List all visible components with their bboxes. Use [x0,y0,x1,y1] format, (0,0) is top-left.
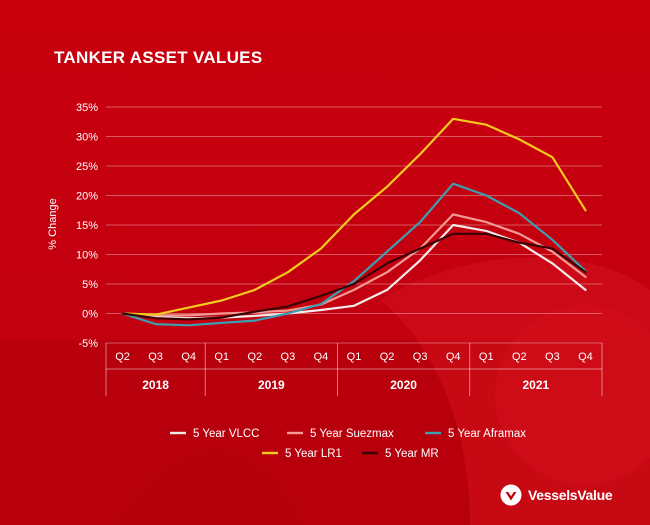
x-tick-label: Q3 [148,351,163,363]
x-tick-label: Q4 [181,351,196,363]
y-tick-label: 10% [76,250,98,262]
y-tick-label: 15% [76,220,98,232]
y-tick-label: 0% [82,309,98,321]
grid-layer [106,106,602,344]
logo-text: VesselsValue [528,487,613,503]
legend-label: 5 Year Aframax [448,428,526,440]
x-tick-label: Q4 [578,351,593,363]
x-tick-label: Q4 [314,351,329,363]
y-tick-label: 5% [82,279,98,291]
series-line-2 [121,213,587,317]
swoosh-shape [380,257,650,525]
x-tick-label: Q4 [446,351,461,363]
year-label: 2019 [258,378,285,392]
series-layer [121,117,587,327]
x-tick-label: Q1 [479,351,494,363]
x-tick-label: Q2 [247,351,262,363]
series-line-5 [121,232,587,321]
vesselsvalue-logo-icon [500,484,522,506]
legend-label: 5 Year MR [385,448,439,460]
year-label: 2021 [523,378,550,392]
x-tick-label: Q3 [281,351,296,363]
y-tick-label: -5% [78,338,98,350]
x-tick-label: Q1 [214,351,229,363]
y-tick-label: 30% [76,132,98,144]
x-tick-label: Q3 [413,351,428,363]
year-label: 2018 [142,378,169,392]
axis-layer: -5% 0% 5% 10% 15% 20% 25% 30% 35% Q2 Q3 Q4 Q1 Q2 Q3 Q4 Q… [76,102,603,396]
y-tick-label: 25% [76,161,98,173]
series-line-4 [121,117,587,316]
legend: 5 Year VLCC 5 Year Suezmax 5 Year Aframax 5… [170,428,526,460]
circle-shape [495,305,650,485]
year-label: 2020 [390,378,417,392]
x-tick-label: Q2 [380,351,395,363]
legend-label: 5 Year LR1 [285,448,342,460]
x-tick-label: Q2 [512,351,527,363]
series-line-3 [121,182,587,327]
page-title: TANKER ASSET VALUES [54,48,263,67]
x-tick-label: Q3 [545,351,560,363]
legend-label: 5 Year VLCC [193,428,260,440]
y-tick-label: 20% [76,191,98,203]
x-tick-label: Q1 [347,351,362,363]
series-line-1 [121,223,587,320]
y-tick-label: 35% [76,102,98,114]
curve-shape [120,453,300,525]
y-axis-label: % Change [47,198,59,250]
legend-label: 5 Year Suezmax [310,428,394,440]
logo: VesselsValue [500,484,613,506]
x-tick-label: Q2 [115,351,130,363]
